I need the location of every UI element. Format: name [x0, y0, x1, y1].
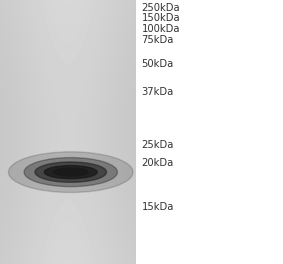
- Ellipse shape: [54, 168, 88, 176]
- Ellipse shape: [24, 158, 117, 187]
- Ellipse shape: [35, 162, 106, 182]
- Text: 50kDa: 50kDa: [142, 59, 174, 69]
- Text: 20kDa: 20kDa: [142, 158, 174, 168]
- Text: 15kDa: 15kDa: [142, 202, 174, 212]
- Text: 25kDa: 25kDa: [142, 140, 174, 150]
- Text: 250kDa: 250kDa: [142, 3, 180, 13]
- Ellipse shape: [8, 152, 133, 192]
- Text: 150kDa: 150kDa: [142, 13, 180, 23]
- Text: 100kDa: 100kDa: [142, 23, 180, 34]
- Text: 37kDa: 37kDa: [142, 87, 174, 97]
- Text: 75kDa: 75kDa: [142, 35, 174, 45]
- Ellipse shape: [44, 166, 97, 179]
